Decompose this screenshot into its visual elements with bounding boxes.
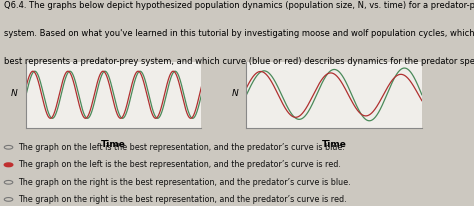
- Text: Q6.4. The graphs below depict hypothesized population dynamics (population size,: Q6.4. The graphs below depict hypothesiz…: [4, 1, 474, 10]
- Text: N: N: [232, 89, 239, 98]
- Text: The graph on the left is the best representation, and the predator’s curve is bl: The graph on the left is the best repres…: [18, 143, 345, 152]
- Text: The graph on the left is the best representation, and the predator’s curve is re: The graph on the left is the best repres…: [18, 160, 341, 169]
- Text: N: N: [11, 89, 18, 98]
- Text: Time: Time: [322, 140, 346, 149]
- Text: system. Based on what you've learned in this tutorial by investigating moose and: system. Based on what you've learned in …: [4, 29, 474, 38]
- Text: The graph on the right is the best representation, and the predator’s curve is b: The graph on the right is the best repre…: [18, 178, 351, 187]
- Text: The graph on the right is the best representation, and the predator’s curve is r: The graph on the right is the best repre…: [18, 195, 346, 204]
- Text: best represents a predator-prey system, and which curve (blue or red) describes : best represents a predator-prey system, …: [4, 57, 474, 66]
- Text: Time: Time: [101, 140, 126, 149]
